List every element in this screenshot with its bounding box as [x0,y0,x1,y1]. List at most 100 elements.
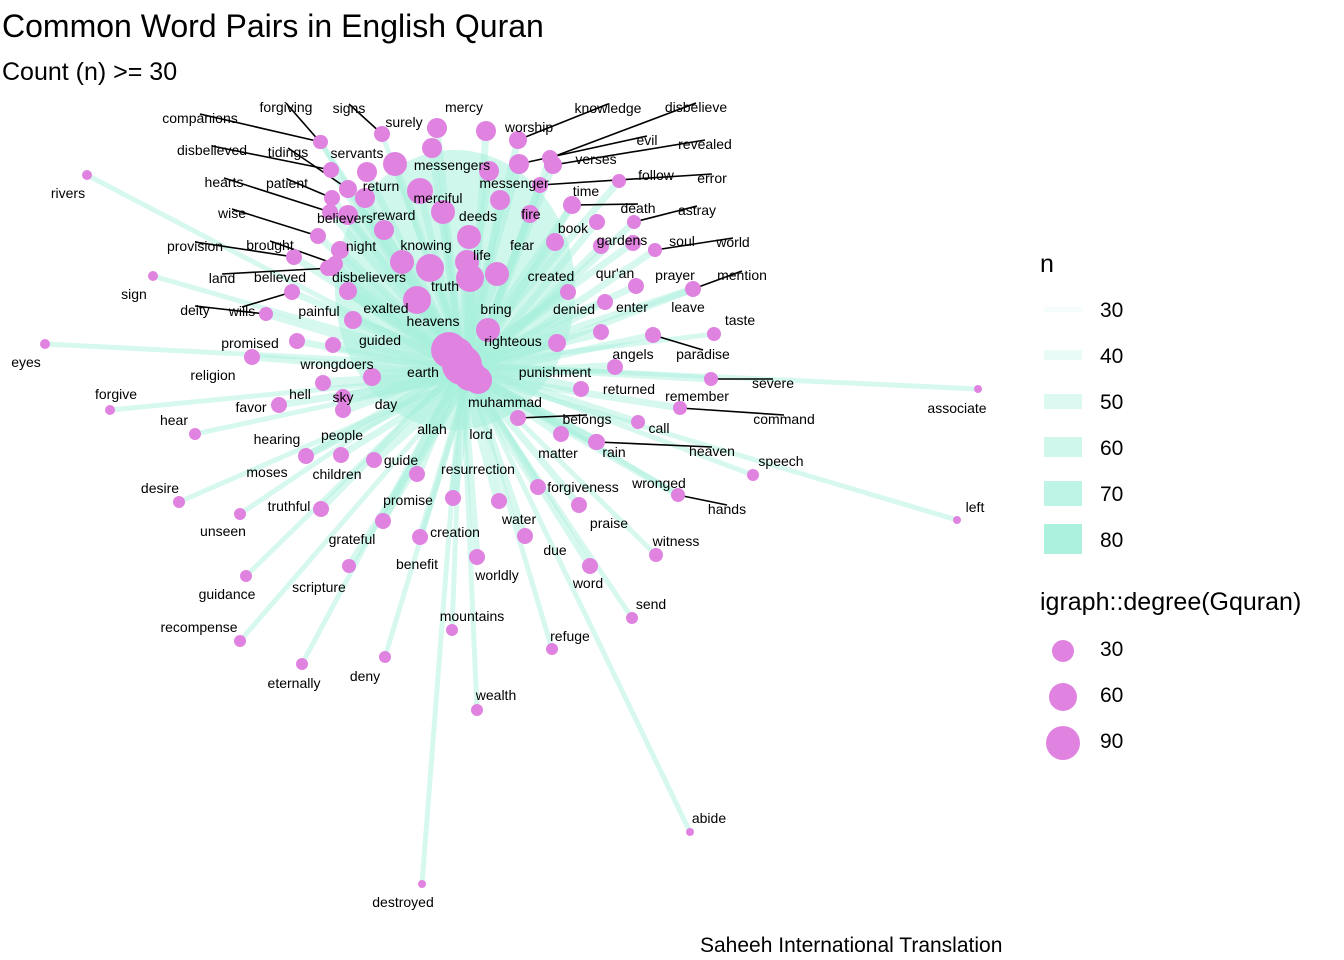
node-label-qur'an: qur'an [596,265,634,281]
node-label-astray: astray [678,202,716,218]
node-label-lord: lord [469,426,492,442]
node-label-call: call [648,420,669,436]
node-remember [573,381,589,397]
node-eternally [296,658,308,670]
leader-paradise [652,334,704,351]
edge-leave [458,285,697,369]
node-painful [340,283,356,299]
node-label-people: people [321,427,363,443]
node-hearts [322,204,338,220]
node-label-brought: brought [246,237,294,253]
node-revealed [544,156,562,174]
leader-companions [199,113,322,143]
node-night [331,241,349,259]
leader-land [221,267,333,275]
node-deny [379,651,391,663]
leader-world [654,237,734,251]
edge-speech [459,362,756,478]
node-label-grateful: grateful [329,531,376,547]
node-label-wrongdoers: wrongdoers [299,356,373,372]
edge-soul [458,239,637,369]
node-left [953,516,961,524]
node-label-land: land [209,270,235,286]
node-label-wronged: wronged [631,475,686,491]
node-book [546,233,564,251]
edge-legend-key [1044,437,1082,457]
edge-hear [192,372,473,437]
node-label-deeds: deeds [459,208,497,224]
size-legend-key [1046,726,1080,760]
node-bring [456,264,484,292]
node-label-mercy: mercy [445,99,483,115]
edge-guidance [243,362,465,579]
node-astray [627,215,641,229]
node-speech [747,469,759,481]
size-legend-title: igraph::degree(Gquran) [1040,588,1302,616]
node-label-matter: matter [538,445,578,461]
node-label-follow: follow [638,167,675,183]
node-worldly [469,549,485,565]
node-label-moses: moses [246,464,287,480]
edge-legend-key [1044,393,1082,409]
node-label-sign: sign [121,286,147,302]
node-reward [374,220,394,240]
node-angels [593,324,609,340]
node-lord [454,359,486,391]
leader-brought [269,240,336,265]
edge-wealth [459,362,480,713]
edge-left [467,372,960,523]
edge-legend-label: 40 [1100,345,1124,368]
leader-knowledge [517,103,609,141]
node-label-time: time [573,183,600,199]
leader-mention [692,270,743,290]
node-messenger [490,190,510,210]
leader-command [679,407,785,416]
edge-book [458,238,559,369]
leader-hearts [223,177,331,213]
node-label-evil: evil [636,132,657,148]
leader-forgiving [285,102,321,143]
node-label-bring: bring [480,301,511,317]
node-label-exalted: exalted [363,300,408,316]
node-resurrection [409,466,425,482]
leader-disbelieved [211,145,332,171]
node-scripture [342,559,356,573]
edge-legend-key [1044,524,1082,554]
node-label-hearts: hearts [205,174,244,190]
node-label-destroyed: destroyed [372,894,433,910]
node-denied [560,284,576,300]
node-label-error: error [697,170,727,186]
node-label-night: night [346,238,376,254]
node-label-refuge: refuge [550,628,590,644]
node-destroyed [418,880,426,888]
node-forgive [105,405,115,415]
node-label-denied: denied [553,301,595,317]
edge-benefit [416,371,474,541]
edge-heaven [465,370,602,447]
edge-deity [262,310,474,379]
node-provision [286,249,302,265]
node-wills [284,284,300,300]
node-label-layer: mercy worship knowledge disbelieve forgiving… [11,99,987,910]
edge-legend-label: 60 [1100,437,1124,460]
edge-legend-label: 30 [1100,299,1124,322]
node-tidings [339,180,357,198]
edge-recompense [237,372,473,644]
edge-promise [379,371,474,525]
edge-favor [275,371,474,409]
node-layer [40,118,982,888]
node-enter [597,294,613,310]
caption: Saheeh International Translation [700,934,1003,957]
edge-fire [466,210,534,379]
node-send [626,612,638,624]
node-abide [686,828,694,836]
node-label-sky: sky [333,389,354,405]
node-label-rain: rain [602,444,625,460]
node-verses [479,161,499,181]
node-label-messenger: messenger [479,175,549,191]
size-legend-label: 90 [1100,730,1124,753]
node-label-promise: promise [383,492,433,508]
chart-title: Common Word Pairs in English Quran [2,8,544,44]
node-label-scripture: scripture [292,579,346,595]
node-label-righteous: righteous [484,333,542,349]
